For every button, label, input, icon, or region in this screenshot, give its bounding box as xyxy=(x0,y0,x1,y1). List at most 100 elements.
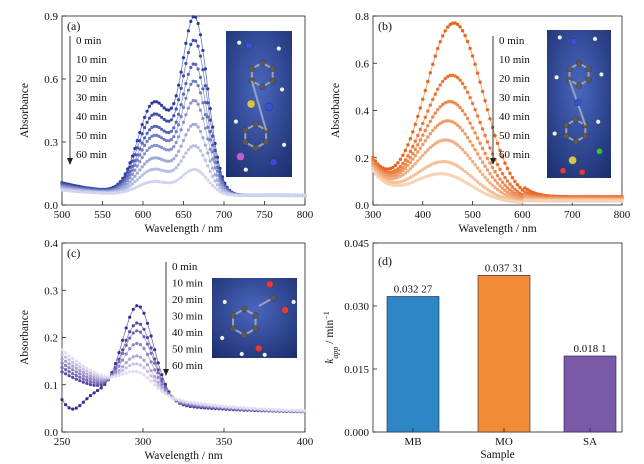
data-point xyxy=(550,199,554,203)
arrow-head-icon xyxy=(490,158,496,165)
data-point xyxy=(580,199,584,203)
data-point xyxy=(213,186,217,190)
data-point xyxy=(174,154,178,158)
data-point xyxy=(498,148,502,153)
legend-entry: 0 min xyxy=(76,35,102,47)
data-point xyxy=(201,136,205,140)
data-point xyxy=(135,153,139,157)
data-point xyxy=(411,144,415,149)
data-point xyxy=(277,408,281,412)
data-point xyxy=(145,369,150,373)
data-point xyxy=(152,133,156,137)
data-point xyxy=(388,180,393,184)
data-point xyxy=(164,119,169,123)
data-point xyxy=(423,88,427,93)
data-point xyxy=(416,171,420,175)
data-point xyxy=(396,172,400,176)
data-point xyxy=(96,381,100,385)
data-point xyxy=(150,125,154,130)
data-point xyxy=(160,115,164,119)
data-point xyxy=(460,29,465,33)
atom xyxy=(259,83,266,91)
data-point xyxy=(186,169,190,174)
data-point xyxy=(388,174,393,178)
data-point xyxy=(503,192,507,197)
data-point xyxy=(178,398,182,402)
time-legend: 0 min 10 min 20 min 30 min 40 min 50 min 60 mi… xyxy=(163,261,203,376)
data-point xyxy=(498,177,502,181)
x-axis-label: Wavelength / nm xyxy=(458,223,536,235)
data-point xyxy=(149,351,153,355)
data-point xyxy=(124,326,128,330)
data-point xyxy=(130,177,135,181)
data-point xyxy=(490,165,495,170)
data-point xyxy=(145,120,149,124)
data-point xyxy=(274,408,278,412)
y-tick-label: 0.2 xyxy=(44,333,58,345)
data-point xyxy=(478,169,482,173)
data-point xyxy=(451,140,455,144)
data-point xyxy=(488,189,492,193)
data-point xyxy=(500,180,505,184)
atom xyxy=(566,65,573,73)
data-point xyxy=(490,183,495,187)
data-point xyxy=(123,182,127,186)
data-point xyxy=(143,143,147,147)
data-point xyxy=(198,33,203,37)
data-point xyxy=(468,96,472,100)
data-point xyxy=(121,348,125,352)
data-point xyxy=(281,193,285,198)
data-point xyxy=(406,177,410,181)
data-point xyxy=(149,379,153,383)
data-point xyxy=(607,199,612,203)
data-point xyxy=(428,119,432,124)
data-point xyxy=(213,403,217,407)
data-point xyxy=(470,143,475,148)
data-point xyxy=(383,167,388,171)
data-point xyxy=(423,115,427,120)
data-point xyxy=(74,377,78,381)
data-point xyxy=(436,46,440,51)
data-point xyxy=(152,112,156,116)
legend-entry: 20 min xyxy=(499,73,530,85)
data-point xyxy=(203,126,207,130)
data-point xyxy=(130,159,135,163)
data-point xyxy=(288,193,292,198)
data-point xyxy=(284,408,289,412)
data-point xyxy=(198,108,203,112)
data-point xyxy=(126,189,130,193)
atom xyxy=(552,131,558,137)
x-tick-label: 500 xyxy=(464,209,481,221)
data-point xyxy=(398,183,403,187)
data-point xyxy=(518,191,522,195)
data-point xyxy=(438,83,442,87)
data-point xyxy=(431,62,435,66)
data-point xyxy=(451,21,455,25)
data-point xyxy=(130,187,135,191)
data-point xyxy=(177,163,181,167)
data-point xyxy=(490,125,495,130)
data-point xyxy=(60,357,64,361)
data-point xyxy=(196,21,200,26)
data-point xyxy=(64,403,68,407)
data-point xyxy=(149,334,153,338)
data-point xyxy=(252,193,256,197)
data-point xyxy=(65,189,69,193)
data-point xyxy=(140,141,144,145)
data-point xyxy=(431,143,435,148)
data-point xyxy=(505,190,510,194)
data-point xyxy=(485,168,490,172)
data-point xyxy=(60,188,64,192)
data-point xyxy=(565,199,569,203)
data-point xyxy=(140,156,144,160)
data-point xyxy=(473,178,477,182)
data-point xyxy=(396,183,400,188)
data-point xyxy=(218,179,222,183)
data-point xyxy=(133,168,137,172)
data-point xyxy=(162,169,166,173)
data-point xyxy=(186,72,190,76)
data-point xyxy=(418,156,422,160)
data-point xyxy=(155,112,159,116)
data-point xyxy=(201,172,205,176)
data-point xyxy=(157,156,161,161)
